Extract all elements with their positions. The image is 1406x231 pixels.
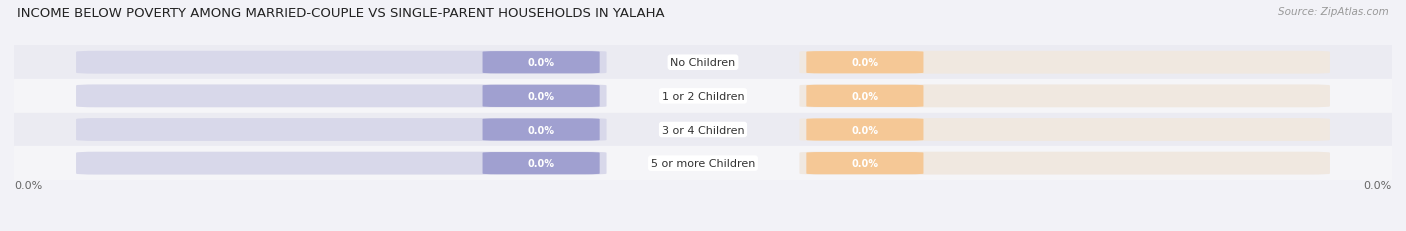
Text: 0.0%: 0.0%: [527, 91, 554, 101]
Text: 1 or 2 Children: 1 or 2 Children: [662, 91, 744, 101]
Text: 5 or more Children: 5 or more Children: [651, 158, 755, 168]
FancyBboxPatch shape: [76, 52, 606, 74]
FancyBboxPatch shape: [76, 119, 606, 141]
FancyBboxPatch shape: [76, 152, 606, 175]
Text: 0.0%: 0.0%: [1364, 180, 1392, 190]
Bar: [14, 46, 1392, 80]
Text: 0.0%: 0.0%: [852, 125, 879, 135]
FancyBboxPatch shape: [800, 152, 1330, 175]
FancyBboxPatch shape: [800, 119, 1330, 141]
FancyBboxPatch shape: [807, 52, 924, 74]
FancyBboxPatch shape: [482, 52, 599, 74]
Bar: [14, 147, 1392, 180]
Text: 0.0%: 0.0%: [852, 91, 879, 101]
Text: 0.0%: 0.0%: [14, 180, 42, 190]
FancyBboxPatch shape: [482, 152, 599, 174]
Text: 0.0%: 0.0%: [527, 125, 554, 135]
FancyBboxPatch shape: [482, 85, 599, 107]
FancyBboxPatch shape: [807, 85, 924, 107]
FancyBboxPatch shape: [482, 119, 599, 141]
FancyBboxPatch shape: [800, 52, 1330, 74]
Text: No Children: No Children: [671, 58, 735, 68]
FancyBboxPatch shape: [807, 119, 924, 141]
FancyBboxPatch shape: [807, 152, 924, 174]
FancyBboxPatch shape: [76, 85, 606, 108]
Text: 0.0%: 0.0%: [527, 158, 554, 168]
Text: 3 or 4 Children: 3 or 4 Children: [662, 125, 744, 135]
Text: INCOME BELOW POVERTY AMONG MARRIED-COUPLE VS SINGLE-PARENT HOUSEHOLDS IN YALAHA: INCOME BELOW POVERTY AMONG MARRIED-COUPL…: [17, 7, 665, 20]
Text: 0.0%: 0.0%: [852, 158, 879, 168]
Bar: [14, 113, 1392, 147]
Bar: [14, 80, 1392, 113]
Text: Source: ZipAtlas.com: Source: ZipAtlas.com: [1278, 7, 1389, 17]
Text: 0.0%: 0.0%: [527, 58, 554, 68]
Text: 0.0%: 0.0%: [852, 58, 879, 68]
FancyBboxPatch shape: [800, 85, 1330, 108]
